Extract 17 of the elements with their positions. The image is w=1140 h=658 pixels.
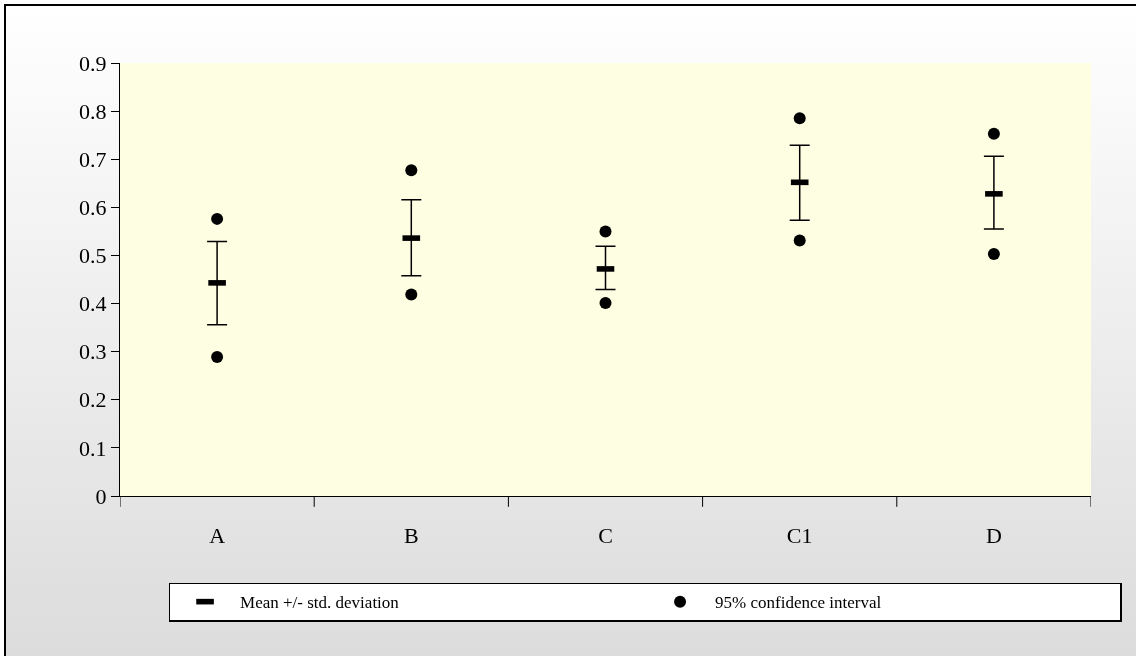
y-tick-label: 0.5 bbox=[79, 243, 107, 269]
y-tick-label: 0.3 bbox=[79, 339, 107, 365]
y-tick-label: 0.8 bbox=[79, 98, 107, 124]
y-tick-label: 0.2 bbox=[79, 387, 107, 413]
x-tick-label: C1 bbox=[786, 523, 813, 549]
legend-label: Mean +/- std. deviation bbox=[240, 593, 400, 613]
y-tick-label: 0.7 bbox=[79, 146, 107, 172]
y-tick-label: 0 bbox=[95, 483, 107, 509]
y-tick-label: 0.1 bbox=[79, 435, 107, 461]
y-tick-label: 0.6 bbox=[79, 195, 107, 221]
y-tick-label: 0.4 bbox=[79, 291, 107, 317]
y-tick-label: 0.9 bbox=[79, 50, 107, 76]
x-tick-label: B bbox=[403, 523, 419, 549]
legend-label: 95% confidence interval bbox=[715, 593, 882, 613]
x-tick-label: D bbox=[985, 523, 1002, 549]
x-tick-label: C bbox=[598, 523, 613, 549]
x-tick-label: A bbox=[209, 523, 226, 549]
